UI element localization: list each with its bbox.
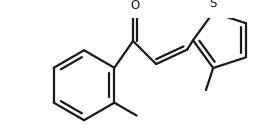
Text: S: S [209,0,217,10]
Text: O: O [131,0,140,12]
